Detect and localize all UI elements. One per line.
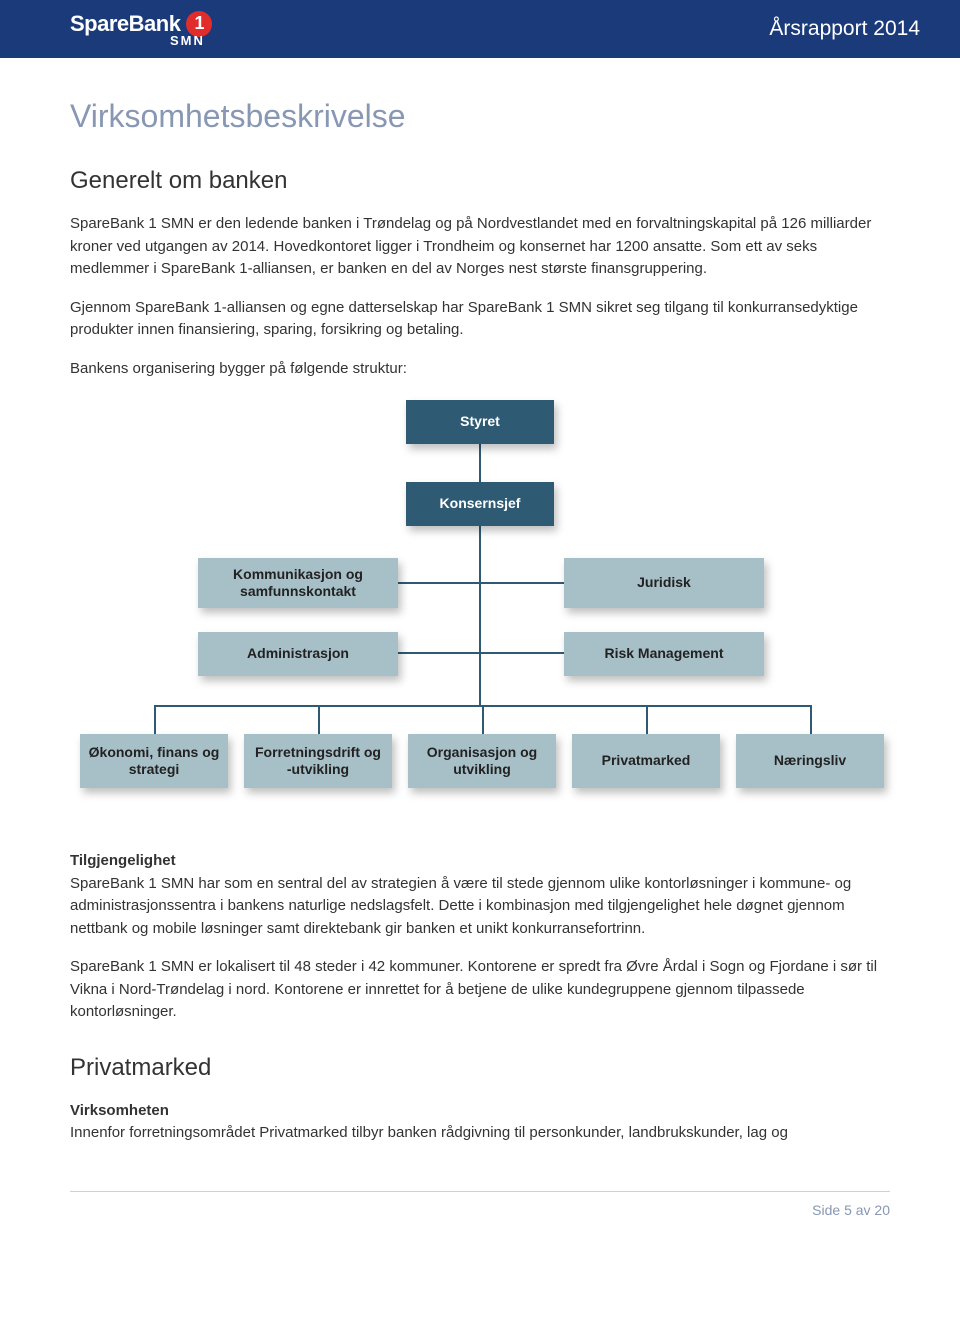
org-node-konsernsjef: Konsernsjef xyxy=(406,482,554,526)
org-connector xyxy=(646,705,648,734)
section2-p1-rest: SpareBank 1 SMN har som en sentral del a… xyxy=(70,875,851,937)
logo-brand-text: SpareBank xyxy=(70,11,180,37)
org-node-privat: Privatmarked xyxy=(572,734,720,788)
section2-p2: SpareBank 1 SMN er lokalisert til 48 ste… xyxy=(70,956,890,1024)
header-bar: SpareBank 1 SMN Årsrapport 2014 xyxy=(0,0,960,58)
org-connector xyxy=(398,652,564,654)
org-connector xyxy=(479,444,481,482)
section1-p1: SpareBank 1 SMN er den ledende banken i … xyxy=(70,213,890,281)
section3-p1-rest: Innenfor forretningsområdet Privatmarked… xyxy=(70,1124,788,1141)
org-node-komm: Kommunikasjon og samfunnskontakt xyxy=(198,558,398,608)
section1-p3: Bankens organisering bygger på følgende … xyxy=(70,358,890,381)
org-node-organisasjon: Organisasjon og utvikling xyxy=(408,734,556,788)
section-privatmarked-heading: Privatmarked xyxy=(70,1054,890,1082)
page-number: Side 5 av 20 xyxy=(70,1192,890,1238)
section2-lead: Tilgjengelighet xyxy=(70,852,176,869)
org-node-naering: Næringsliv xyxy=(736,734,884,788)
org-connector xyxy=(479,526,481,706)
page-title: Virksomhetsbeskrivelse xyxy=(70,98,890,135)
org-connector xyxy=(398,582,564,584)
logo-subtext: SMN xyxy=(170,33,212,48)
org-node-admin: Administrasjon xyxy=(198,632,398,676)
report-title: Årsrapport 2014 xyxy=(769,17,920,41)
org-chart: Styret KonsernsjefKommunikasjon og samfun… xyxy=(70,400,890,820)
footer: Side 5 av 20 xyxy=(0,1191,960,1238)
section1-p2: Gjennom SpareBank 1-alliansen og egne da… xyxy=(70,297,890,342)
org-node-styret: Styret xyxy=(406,400,554,444)
section2-p1: Tilgjengelighet SpareBank 1 SMN har som … xyxy=(70,850,890,940)
section3-lead: Virksomheten xyxy=(70,1102,169,1119)
org-node-forretning: Forretningsdrift og -utvikling xyxy=(244,734,392,788)
section-generelt-heading: Generelt om banken xyxy=(70,167,890,195)
page-content: Virksomhetsbeskrivelse Generelt om banke… xyxy=(0,58,960,1171)
org-connector xyxy=(482,705,484,734)
org-connector xyxy=(318,705,320,734)
org-node-okonomi: Økonomi, finans og strategi xyxy=(80,734,228,788)
logo: SpareBank 1 SMN xyxy=(70,11,212,48)
org-connector xyxy=(154,705,156,734)
org-node-risk: Risk Management xyxy=(564,632,764,676)
org-node-juridisk: Juridisk xyxy=(564,558,764,608)
section3-p1: Virksomheten Innenfor forretningsområdet… xyxy=(70,1100,890,1145)
org-connector xyxy=(810,705,812,734)
